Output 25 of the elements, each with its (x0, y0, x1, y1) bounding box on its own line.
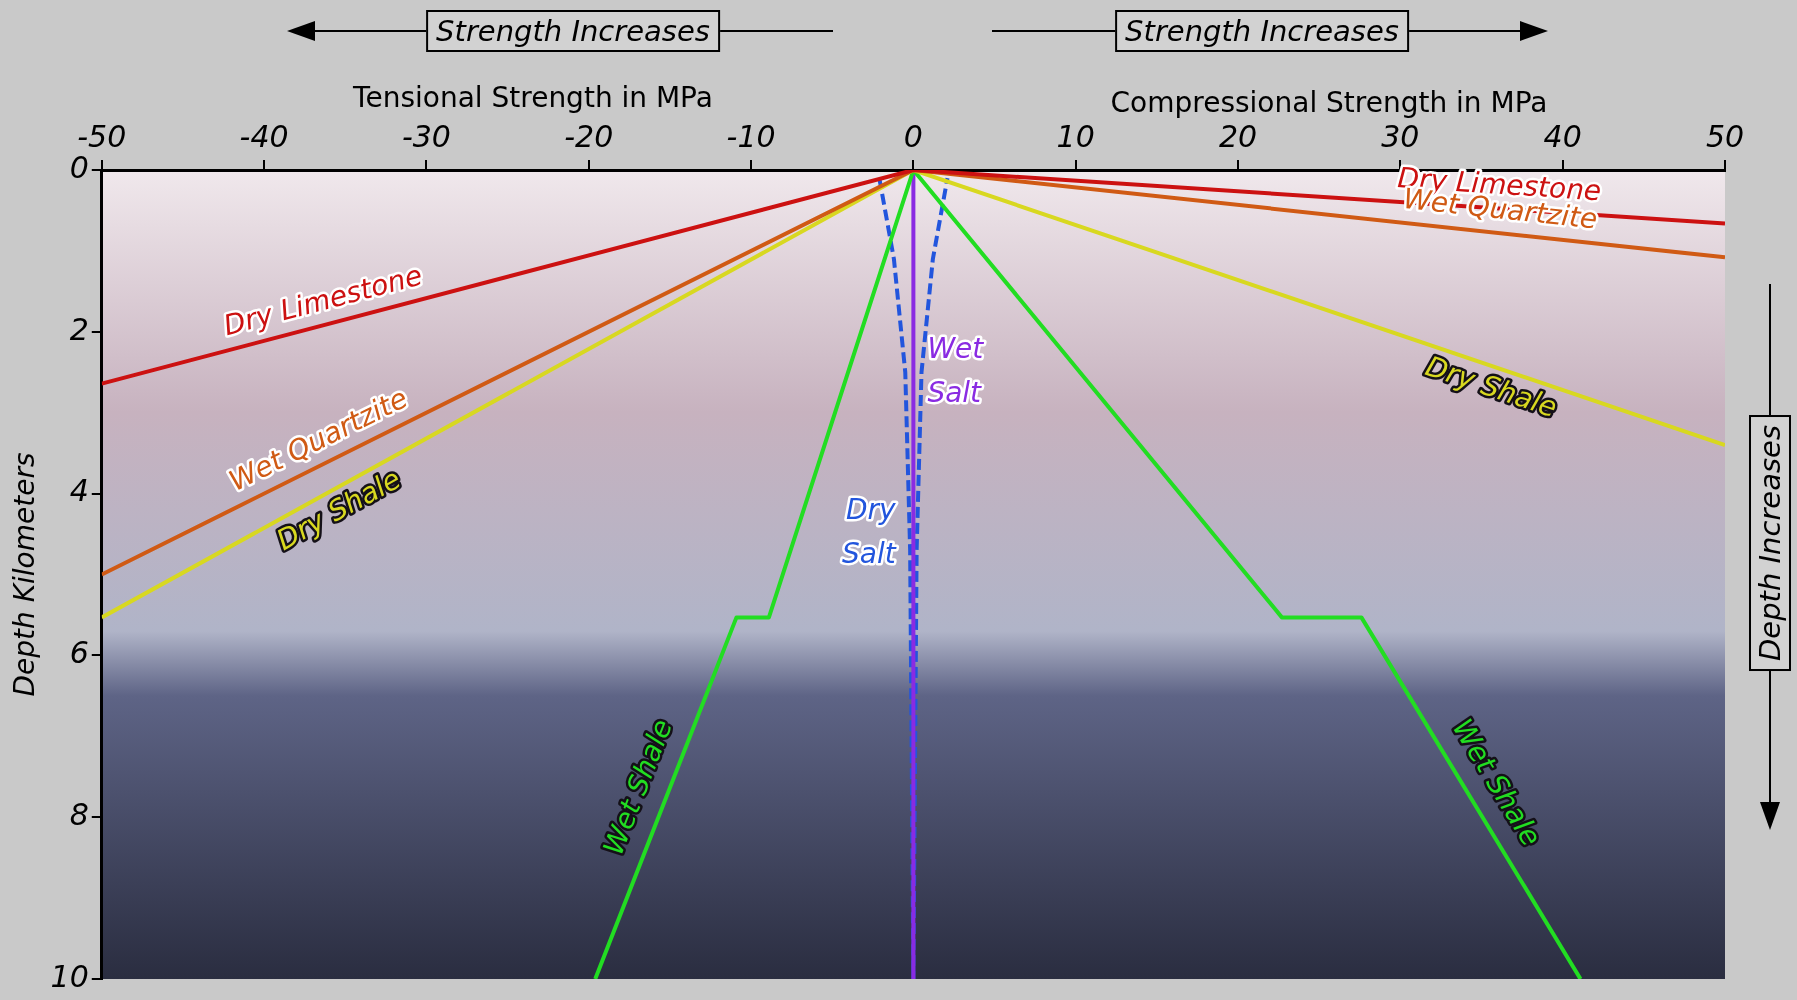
x-tick-label: 30 (1381, 118, 1420, 154)
x-tick-label: 10 (1056, 118, 1095, 154)
x-tick-label: -30 (401, 118, 451, 154)
x-tick-label: 40 (1543, 118, 1582, 154)
y-tick-label: 10 (50, 958, 89, 994)
text: Strength Increases (1115, 10, 1409, 52)
y-tick-label: 8 (69, 797, 89, 832)
text: Tensional Strength in MPa (353, 80, 713, 114)
x-tick-label: 50 (1705, 118, 1745, 154)
y-tick-label: 6 (69, 635, 89, 671)
y-tick-label: 4 (69, 473, 89, 509)
y-tick-label: 2 (69, 311, 89, 347)
series-label: Dry Salt (841, 493, 897, 571)
y-axis-title: Depth Kilometers (8, 452, 42, 697)
text: Strength Increases (426, 10, 720, 52)
x-tick-label: -40 (239, 118, 289, 154)
text: Compressional Strength in MPa (1110, 85, 1548, 119)
text: Depth Increases (1749, 414, 1791, 672)
text: Dry Shale (1421, 349, 1562, 425)
text: Wet Shale (596, 714, 679, 860)
x-tick-label: 20 (1218, 118, 1258, 154)
x-tick-label: 0 (903, 118, 923, 154)
series-label: Wet Salt (927, 331, 985, 409)
x-tick-label: -10 (726, 118, 776, 154)
x-tick-label: -20 (564, 118, 614, 154)
